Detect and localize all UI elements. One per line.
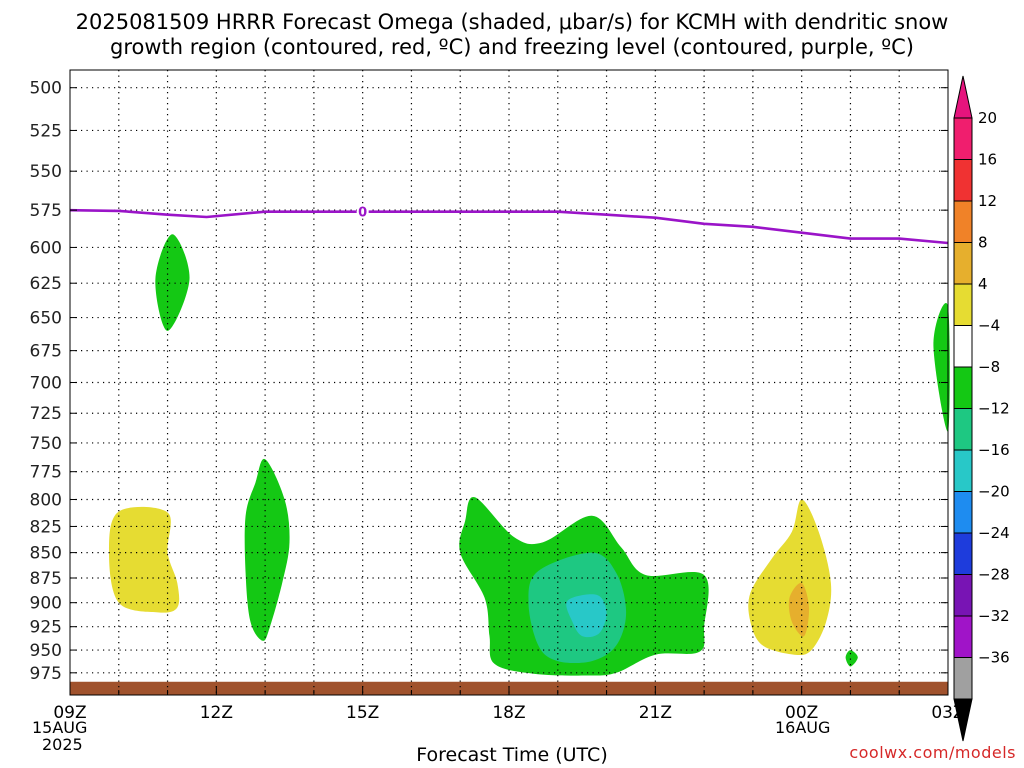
y-tick-label: 625 [30, 274, 62, 294]
colorbar-label: −4 [978, 317, 1000, 335]
colorbar-swatch [953, 491, 973, 534]
colorbar-swatch [953, 532, 973, 575]
y-tick-label: 550 [30, 162, 62, 182]
colorbar-label: 20 [978, 109, 997, 127]
colorbar-swatch [953, 615, 973, 658]
green-dot-01z [845, 650, 858, 667]
green-edge-03z [933, 302, 950, 432]
colorbar-label: 12 [978, 192, 997, 210]
colorbar-label: −32 [978, 607, 1010, 625]
y-tick-label: 675 [30, 342, 62, 362]
freezing-level-layer: 0 [69, 204, 949, 245]
y-tick-label: 800 [30, 490, 62, 510]
y-tick-label: 575 [30, 201, 62, 221]
colorbar-swatch [953, 408, 973, 451]
colorbar-swatch [953, 283, 973, 326]
green-blob-13z [244, 458, 290, 641]
chart-title-line-1: 2025081509 HRRR Forecast Omega (shaded, … [75, 10, 949, 34]
x-tick-label: 12Z [200, 703, 233, 723]
y-tick-label: 950 [30, 641, 62, 661]
orange-blob-00z [788, 582, 810, 637]
yellow-blob-00z [748, 499, 832, 656]
colorbar-label: −24 [978, 524, 1010, 542]
y-tick-label: 825 [30, 517, 62, 537]
omega-colorbar: 20 16 12 8 4 −4 −8 −12 −16 −20 −24 −28 −32 −36 [953, 75, 1010, 742]
colorbar-lower-cap [953, 698, 973, 742]
freezing-level-line [69, 208, 949, 245]
gridlines [70, 70, 948, 695]
colorbar-label: −20 [978, 483, 1010, 501]
y-tick-label: 875 [30, 569, 62, 589]
x-tick-label: 21Z [639, 703, 672, 723]
freezing-label-bg [356, 204, 369, 219]
y-tick-label: 900 [30, 594, 62, 614]
colorbar-swatch [953, 325, 973, 368]
y-tick-label: 775 [30, 463, 62, 483]
mid-day-label: 16AUG [775, 718, 831, 737]
colorbar-label: −36 [978, 649, 1010, 667]
chart-title-line-2: growth region (contoured, red, ºC) and f… [110, 35, 914, 59]
colorbar-swatch [953, 574, 973, 617]
colorbar-swatch [953, 159, 973, 202]
y-tick-label: 700 [30, 374, 62, 394]
colorbar-label: −16 [978, 441, 1010, 459]
y-axis: 500 525 550 575 600 625 650 675 700 725 750 775 800 8… [30, 79, 948, 684]
colorbar-label: −12 [978, 400, 1010, 418]
colorbar-label: 4 [978, 275, 988, 293]
x-axis-title: Forecast Time (UTC) [416, 744, 608, 766]
colorbar-upper-cap [953, 75, 973, 119]
start-day-label: 15AUG [32, 718, 88, 737]
colorbar-label: −28 [978, 566, 1010, 584]
y-tick-label: 500 [30, 79, 62, 99]
green-blob-11z [155, 234, 190, 331]
colorbar-swatch [953, 242, 973, 285]
freezing-level-label: 0 [358, 206, 367, 221]
colorbar-swatch [953, 449, 973, 492]
colorbar-label: 8 [978, 234, 988, 252]
y-tick-label: 725 [30, 404, 62, 424]
y-tick-label: 750 [30, 434, 62, 454]
colorbar-label: 16 [978, 151, 997, 169]
y-tick-label: 925 [30, 618, 62, 638]
y-tick-label: 525 [30, 121, 62, 141]
colorbar-swatch [953, 366, 973, 409]
x-tick-label: 18Z [492, 703, 525, 723]
y-tick-label: 850 [30, 544, 62, 564]
y-tick-label: 975 [30, 664, 62, 684]
start-year-label: 2025 [42, 735, 83, 754]
y-tick-label: 600 [30, 238, 62, 258]
colorbar-swatch [953, 657, 973, 700]
colorbar-label: −8 [978, 358, 1000, 376]
colorbar-swatch [953, 117, 973, 160]
colorbar-swatch [953, 200, 973, 243]
x-tick-label: 09Z [53, 703, 86, 723]
omega-shaded-regions [109, 234, 950, 676]
x-tick-label: 15Z [346, 703, 379, 723]
yellow-blob-10z [109, 506, 180, 613]
x-tick-label: 00Z [785, 703, 818, 723]
site-credit: coolwx.com/models [849, 743, 1016, 762]
y-tick-label: 650 [30, 309, 62, 329]
